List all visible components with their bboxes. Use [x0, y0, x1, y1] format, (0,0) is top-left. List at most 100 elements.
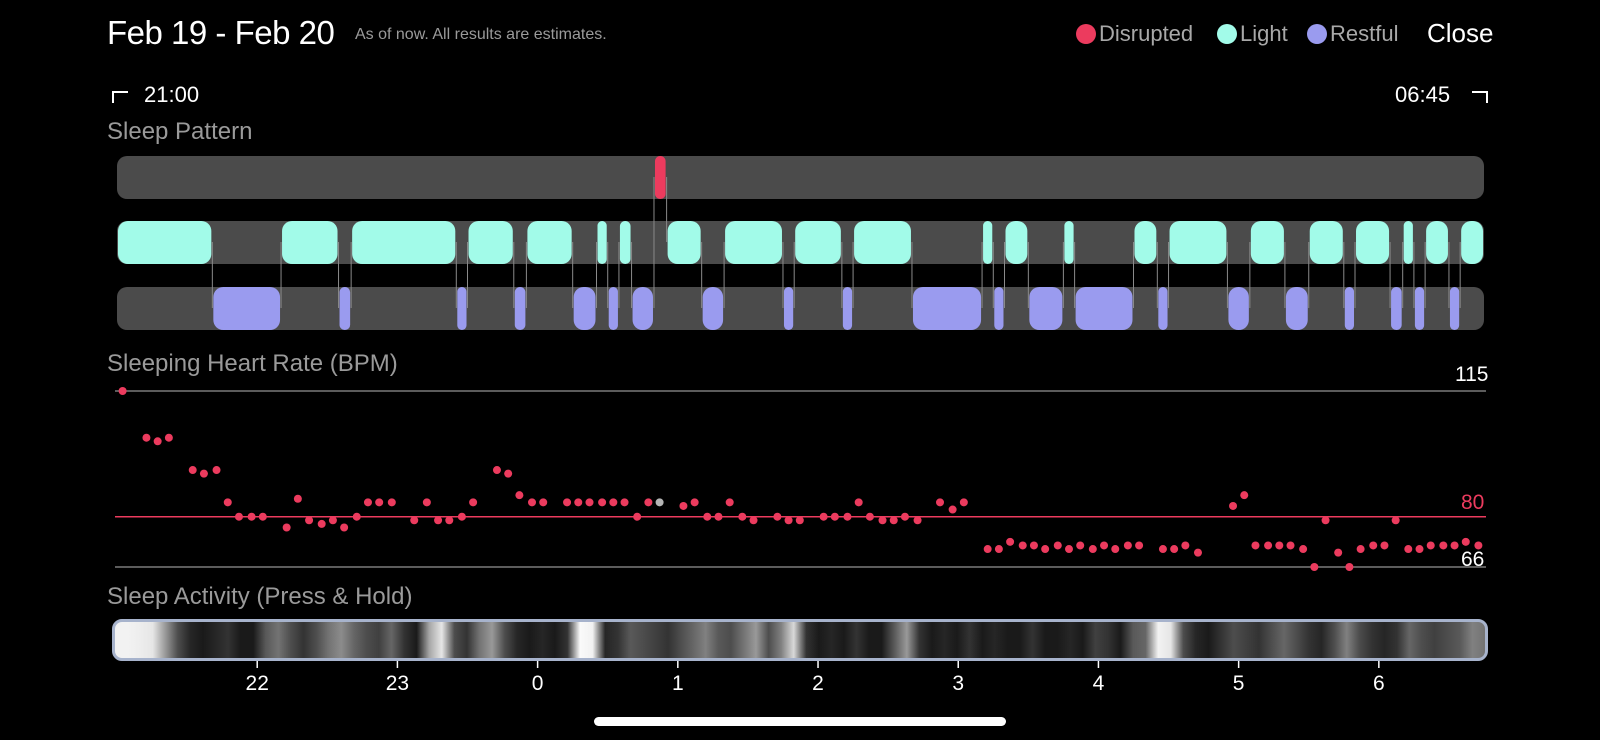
axis-tick-label: 1	[672, 672, 684, 695]
hr-data-point	[994, 545, 1003, 554]
hr-data-point	[574, 498, 583, 507]
hr-data-point	[445, 516, 454, 525]
hr-data-point	[983, 545, 992, 554]
hr-data-point	[1111, 545, 1120, 554]
hr-data-point	[1321, 516, 1330, 525]
hr-data-point	[563, 498, 572, 507]
sleep-segment-light	[795, 221, 841, 264]
hr-data-point	[1404, 545, 1413, 554]
hr-data-point	[690, 498, 699, 507]
hr-data-point	[1439, 541, 1448, 550]
hr-data-point	[948, 505, 957, 514]
sleep-segment-light	[1426, 221, 1448, 264]
hr-data-point	[234, 512, 243, 521]
sleep-segment-light	[854, 221, 911, 264]
hr-data-point	[142, 433, 151, 442]
sleep-segment-light	[352, 221, 456, 264]
sleep-segment-restful	[783, 287, 794, 330]
hr-data-point	[644, 498, 653, 507]
hr-data-point	[936, 498, 945, 507]
sleep-segment-restful	[1344, 287, 1355, 330]
hr-data-point	[1135, 541, 1144, 550]
hr-data-point	[679, 501, 688, 510]
hr-data-point	[1264, 541, 1273, 550]
hr-data-point	[585, 498, 594, 507]
hr-data-point	[843, 512, 852, 521]
legend-disrupted: Disrupted	[1076, 21, 1193, 47]
hr-data-point	[1450, 541, 1459, 550]
hr-data-point	[878, 516, 887, 525]
hr-data-point	[1181, 541, 1190, 550]
hr-data-point	[293, 494, 302, 503]
hr-data-point	[725, 498, 734, 507]
hr-data-point	[633, 512, 642, 521]
hr-data-point	[515, 491, 524, 500]
hr-avg-label: 80	[1461, 491, 1485, 514]
sleep-segment-light	[1134, 221, 1157, 264]
sleep-segment-restful	[702, 287, 724, 330]
hr-data-point	[1240, 491, 1249, 500]
sleep-segment-restful	[632, 287, 653, 330]
sleep-segment-light	[1356, 221, 1390, 264]
hr-data-point	[1029, 541, 1038, 550]
hr-data-point	[795, 516, 804, 525]
hr-data-point	[1018, 541, 1027, 550]
sleep-segment-light	[725, 221, 782, 264]
sleep-segment-light	[1169, 221, 1227, 264]
start-bracket-icon	[112, 91, 128, 103]
hr-data-point	[1170, 545, 1179, 554]
page-title: Feb 19 - Feb 20	[107, 14, 335, 51]
sleep-segment-light	[282, 221, 338, 264]
sleep-segment-restful	[1029, 287, 1063, 330]
hr-data-point	[223, 498, 232, 507]
legend-light: Light	[1217, 21, 1288, 47]
legend-label: Disrupted	[1099, 21, 1194, 46]
sleep-segment-light	[118, 221, 212, 264]
sleep-segment-restful	[457, 287, 467, 330]
hr-data-point	[1334, 548, 1343, 557]
disrupted-dot-icon	[1076, 24, 1096, 44]
hr-data-point	[1053, 541, 1062, 550]
sleep-segment-restful	[912, 287, 982, 330]
sleep-segment-restful	[573, 287, 596, 330]
sleep-segment-light	[1005, 221, 1028, 264]
axis-tick-label: 3	[952, 672, 964, 695]
hr-data-point	[1345, 563, 1354, 571]
axis-tick-label: 2	[812, 672, 824, 695]
end-bracket-icon	[1472, 91, 1488, 103]
hr-data-point	[422, 498, 431, 507]
hr-data-point	[340, 523, 349, 532]
hr-data-point	[188, 466, 197, 475]
hr-data-point	[609, 498, 618, 507]
hr-data-point	[199, 469, 208, 478]
end-time: 06:45	[1395, 82, 1451, 107]
hr-data-point	[1415, 545, 1424, 554]
hr-data-point	[1474, 541, 1483, 550]
hr-data-point	[1041, 545, 1050, 554]
close-button[interactable]: Close	[1427, 18, 1494, 48]
hr-data-point	[317, 519, 326, 528]
sleep-segment-light	[1461, 221, 1483, 264]
sleep-segment-light	[619, 221, 631, 264]
hr-data-point	[1193, 548, 1202, 557]
sleep-activity-bar[interactable]	[112, 619, 1488, 661]
hr-data-point	[528, 498, 537, 507]
sleep-segment-restful	[1075, 287, 1133, 330]
hr-data-point	[1369, 541, 1378, 550]
hr-data-point	[819, 512, 828, 521]
sleep-segment-light	[527, 221, 572, 264]
sleep-segment-restful	[514, 287, 526, 330]
hr-data-point	[1158, 545, 1167, 554]
hr-data-point	[1286, 541, 1295, 550]
home-indicator[interactable]	[594, 717, 1006, 726]
hr-data-point	[1100, 541, 1109, 550]
hr-data-point	[469, 498, 478, 507]
hr-data-point	[773, 512, 782, 521]
sleep-segment-light	[468, 221, 513, 264]
sleep-segment-restful	[1449, 287, 1460, 330]
sleep-segment-restful	[1285, 287, 1308, 330]
hr-data-point	[889, 516, 898, 525]
hr-data-point	[375, 498, 384, 507]
